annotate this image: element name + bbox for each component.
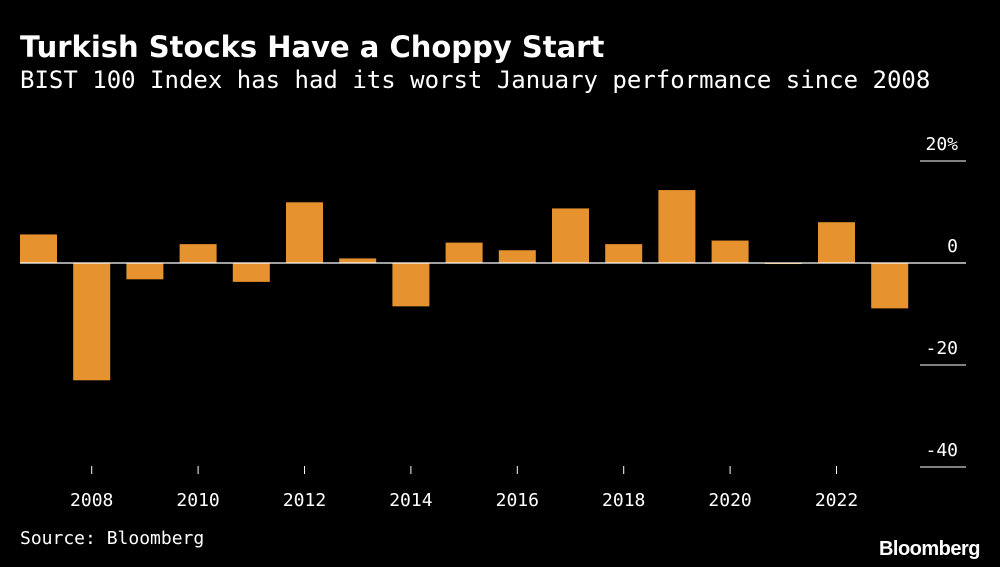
bar-2011 bbox=[232, 263, 270, 282]
bar-2015 bbox=[445, 242, 483, 263]
source-note: Source: Bloomberg bbox=[20, 528, 205, 549]
x-tick-label: 2020 bbox=[708, 490, 751, 511]
x-tick-label: 2012 bbox=[283, 490, 326, 511]
bar-2020 bbox=[711, 240, 749, 263]
y-tick-label: -40 bbox=[925, 440, 958, 461]
y-axis: 20% 0 -20 -40 bbox=[920, 134, 966, 468]
bars bbox=[20, 190, 909, 381]
y-tick-label: 0 bbox=[947, 236, 958, 257]
x-axis: 2008 2010 2012 2014 2016 2018 2020 2022 bbox=[70, 466, 858, 511]
bar-2017 bbox=[552, 208, 589, 263]
bar-2019 bbox=[658, 190, 696, 263]
bloomberg-logo: Bloomberg bbox=[878, 538, 981, 560]
chart-title: Turkish Stocks Have a Choppy Start bbox=[20, 30, 605, 64]
chart-subtitle: BIST 100 Index has had its worst January… bbox=[20, 66, 931, 94]
bar-2009 bbox=[126, 263, 164, 280]
bar-2012 bbox=[286, 202, 323, 263]
bar-2023 bbox=[871, 263, 909, 309]
y-tick-label: 20% bbox=[925, 134, 958, 155]
bar-2008 bbox=[73, 263, 111, 381]
x-tick-label: 2022 bbox=[815, 490, 858, 511]
bar-2022 bbox=[818, 222, 855, 263]
bar-2016 bbox=[498, 250, 536, 263]
x-tick-label: 2016 bbox=[496, 490, 539, 511]
x-tick-label: 2014 bbox=[389, 490, 432, 511]
y-tick-label: -20 bbox=[925, 338, 958, 359]
bar-2007 bbox=[20, 234, 57, 263]
bar-2010 bbox=[179, 244, 217, 263]
x-tick-label: 2008 bbox=[70, 490, 113, 511]
x-tick-label: 2010 bbox=[176, 490, 219, 511]
x-tick-label: 2018 bbox=[602, 490, 645, 511]
bar-2014 bbox=[392, 263, 430, 307]
bar-2013 bbox=[339, 258, 377, 263]
bar-2018 bbox=[605, 244, 643, 263]
